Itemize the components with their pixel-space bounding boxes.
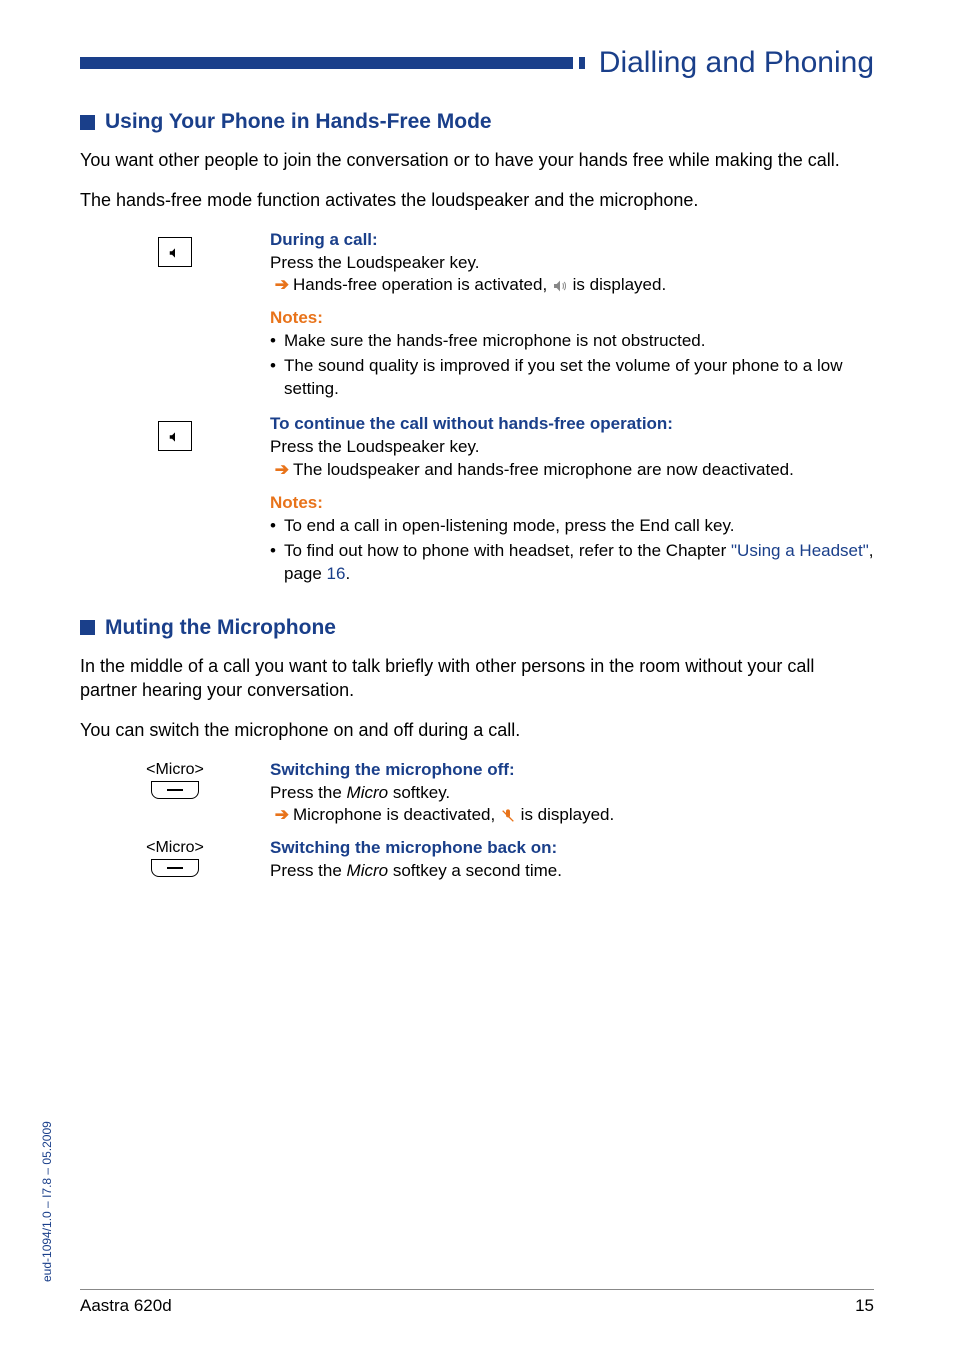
softkey-icon [151, 781, 199, 799]
section-heading-text: Muting the Microphone [105, 616, 336, 640]
instruction-row: <Micro> Switching the microphone back on… [80, 837, 874, 883]
section-heading-hands-free: Using Your Phone in Hands-Free Mode [80, 110, 874, 134]
instruction-row: To continue the call without hands-free … [80, 413, 874, 482]
notes-row: Notes: To end a call in open-listening m… [80, 492, 874, 588]
document-id: eud-1094/1.0 – I7.8 – 05.2009 [40, 1121, 54, 1282]
instruction-row: During a call: Press the Loudspeaker key… [80, 229, 874, 298]
page-ref-link[interactable]: 16 [327, 564, 346, 583]
loudspeaker-key-icon [158, 421, 192, 451]
arrow-icon: ➔ [275, 805, 289, 824]
key-column: <Micro> [80, 759, 270, 828]
step-title: Switching the microphone off: [270, 759, 874, 782]
footer: Aastra 620d 15 [80, 1289, 874, 1316]
arrow-icon: ➔ [275, 460, 289, 479]
section-heading-muting: Muting the Microphone [80, 616, 874, 640]
step-line: ➔Microphone is deactivated, is displayed… [270, 804, 874, 827]
key-column: <Micro> [80, 837, 270, 883]
paragraph: The hands-free mode function activates t… [80, 188, 874, 212]
step-line: Press the Loudspeaker key. [270, 436, 874, 459]
notes-list: To end a call in open-listening mode, pr… [270, 515, 874, 586]
page: Dialling and Phoning Using Your Phone in… [0, 0, 954, 1352]
instruction-row: <Micro> Switching the microphone off: Pr… [80, 759, 874, 828]
key-column [80, 413, 270, 482]
step-title: To continue the call without hands-free … [270, 413, 874, 436]
mic-muted-icon [500, 808, 516, 824]
page-title: Dialling and Phoning [585, 46, 874, 80]
step-line: Press the Micro softkey a second time. [270, 860, 874, 883]
key-column [80, 229, 270, 298]
cross-ref-link[interactable]: "Using a Headset" [731, 541, 869, 560]
section-heading-text: Using Your Phone in Hands-Free Mode [105, 110, 492, 134]
arrow-icon: ➔ [275, 275, 289, 294]
square-bullet-icon [80, 115, 95, 130]
softkey-label: <Micro> [80, 761, 270, 779]
square-bullet-icon [80, 620, 95, 635]
speaker-waves-icon [552, 278, 568, 294]
footer-model: Aastra 620d [80, 1296, 172, 1316]
notes-label: Notes: [270, 492, 874, 515]
paragraph: You can switch the microphone on and off… [80, 718, 874, 742]
note-item: To find out how to phone with headset, r… [270, 540, 874, 586]
notes-row: Notes: Make sure the hands-free micropho… [80, 307, 874, 403]
step-line: ➔The loudspeaker and hands-free micropho… [270, 459, 874, 482]
step-line: Press the Loudspeaker key. [270, 252, 874, 275]
paragraph: In the middle of a call you want to talk… [80, 654, 874, 703]
notes-list: Make sure the hands-free microphone is n… [270, 330, 874, 401]
notes-label: Notes: [270, 307, 874, 330]
step-title: During a call: [270, 229, 874, 252]
step-title: Switching the microphone back on: [270, 837, 874, 860]
content: Using Your Phone in Hands-Free Mode You … [80, 110, 874, 893]
step-line: ➔Hands-free operation is activated, is d… [270, 274, 874, 297]
softkey-icon [151, 859, 199, 877]
softkey-label: <Micro> [80, 839, 270, 857]
loudspeaker-key-icon [158, 237, 192, 267]
note-item: To end a call in open-listening mode, pr… [270, 515, 874, 538]
footer-page-number: 15 [855, 1296, 874, 1316]
note-item: Make sure the hands-free microphone is n… [270, 330, 874, 353]
note-item: The sound quality is improved if you set… [270, 355, 874, 401]
paragraph: You want other people to join the conver… [80, 148, 874, 172]
header-bar: Dialling and Phoning [80, 45, 874, 81]
step-line: Press the Micro softkey. [270, 782, 874, 805]
header-rule [80, 57, 573, 69]
